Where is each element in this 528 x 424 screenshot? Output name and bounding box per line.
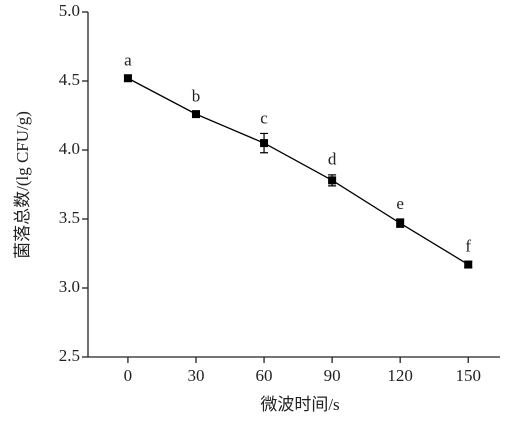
annotation: b <box>192 86 201 105</box>
annotation: c <box>260 108 268 127</box>
annotation: e <box>396 194 404 213</box>
x-tick-label: 150 <box>455 366 481 385</box>
y-tick-label: 3.0 <box>59 277 80 296</box>
marker <box>328 176 337 185</box>
x-axis-label: 微波时间/s <box>260 395 339 414</box>
marker <box>191 110 200 119</box>
y-tick-label: 3.5 <box>59 208 80 227</box>
x-tick-label: 120 <box>387 366 413 385</box>
y-tick-label: 4.5 <box>59 70 80 89</box>
x-tick-label: 30 <box>187 366 204 385</box>
marker <box>123 74 132 83</box>
y-tick-label: 4.0 <box>59 139 80 158</box>
x-tick-label: 0 <box>124 366 133 385</box>
x-tick-label: 60 <box>256 366 273 385</box>
marker <box>396 219 405 228</box>
annotation: f <box>465 237 471 256</box>
y-tick-label: 5.0 <box>59 1 80 20</box>
x-tick-label: 90 <box>324 366 341 385</box>
y-axis-label: 菌落总数/(lg CFU/g) <box>13 111 32 259</box>
marker <box>464 260 473 269</box>
y-tick-label: 2.5 <box>59 346 80 365</box>
marker <box>260 139 269 148</box>
line <box>127 77 469 266</box>
annotation: d <box>328 150 337 169</box>
annotation: a <box>124 50 132 69</box>
